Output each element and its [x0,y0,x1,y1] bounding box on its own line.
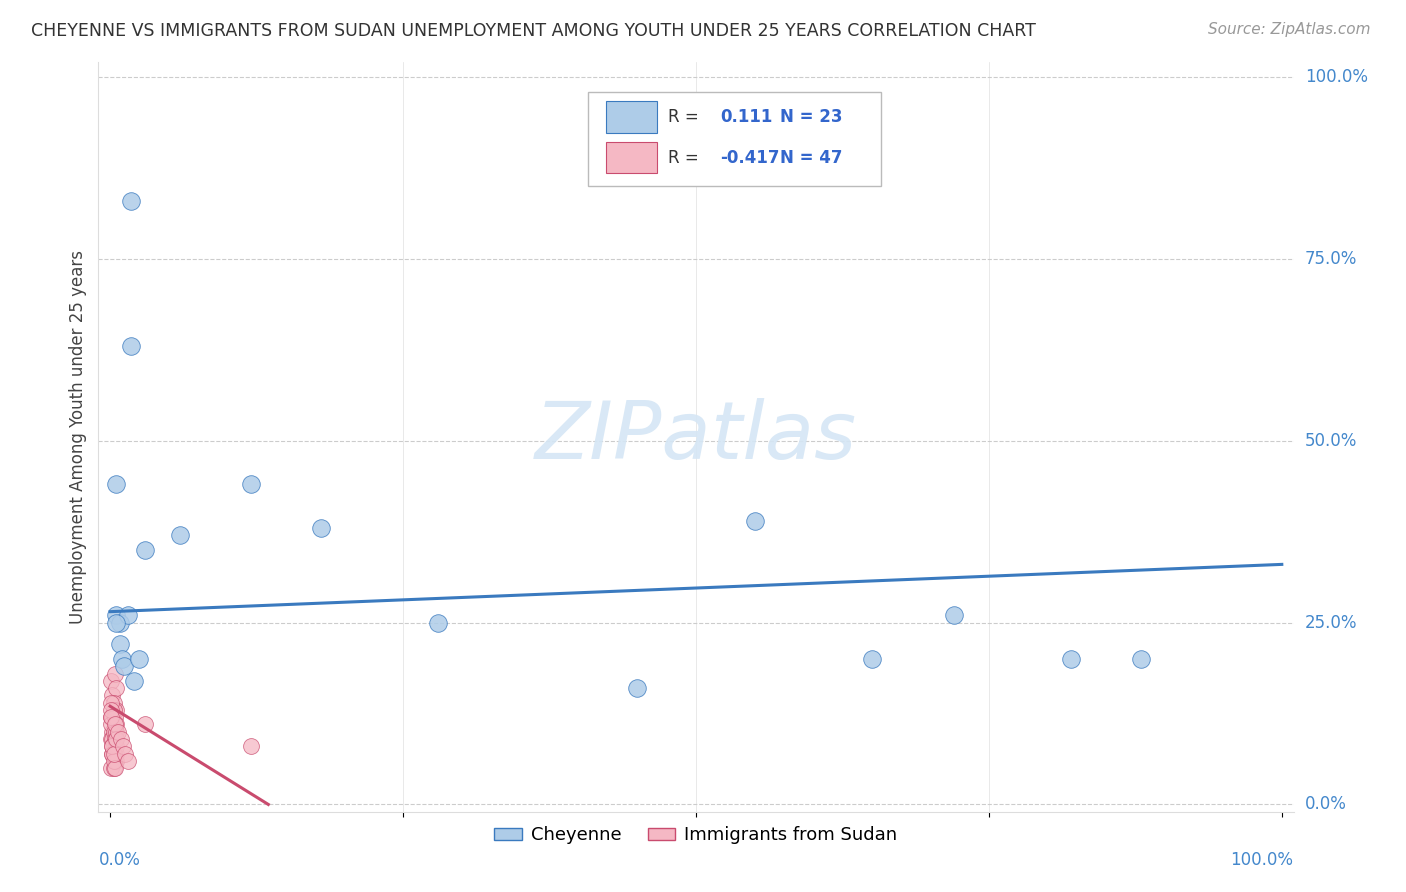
Point [103,724,125,739]
Point [100,761,122,775]
Point [100,703,122,717]
Point [860,652,883,666]
FancyBboxPatch shape [589,93,882,186]
Point [101,747,124,761]
Point [104,710,127,724]
Point [309,521,332,535]
Point [100,717,122,731]
Point [100,710,122,724]
Point [110,731,132,746]
Point [134,542,156,557]
Point [107,724,129,739]
Point [122,673,145,688]
Point [108,615,131,630]
Point [120,339,142,353]
Text: R =: R = [668,108,704,126]
Point [101,710,124,724]
Point [239,477,262,491]
Point [105,747,128,761]
Point [105,608,128,623]
Point [105,703,128,717]
Text: -0.417: -0.417 [720,149,779,167]
Point [103,703,125,717]
Point [101,689,124,703]
Point [117,608,139,623]
Point [100,673,122,688]
Point [104,666,127,681]
Point [104,731,127,746]
Point [120,194,142,208]
Y-axis label: Unemployment Among Youth under 25 years: Unemployment Among Youth under 25 years [69,250,87,624]
Point [103,761,125,775]
Point [112,739,135,754]
Text: Source: ZipAtlas.com: Source: ZipAtlas.com [1208,22,1371,37]
Text: 0.0%: 0.0% [1305,796,1347,814]
Point [105,615,128,630]
Point [101,739,124,754]
Point [105,739,128,754]
Legend: Cheyenne, Immigrants from Sudan: Cheyenne, Immigrants from Sudan [488,819,904,851]
Point [111,652,134,666]
Text: 0.0%: 0.0% [98,851,141,869]
Point [112,659,135,673]
Point [105,717,128,731]
Point [128,652,150,666]
Point [103,696,125,710]
Point [101,747,124,761]
Point [101,739,124,754]
Point [134,717,156,731]
Point [105,477,128,491]
Point [1060,652,1083,666]
Point [117,754,139,768]
Text: 100.0%: 100.0% [1230,851,1294,869]
Point [104,717,127,731]
Text: 0.111: 0.111 [720,108,772,126]
Text: CHEYENNE VS IMMIGRANTS FROM SUDAN UNEMPLOYMENT AMONG YOUTH UNDER 25 YEARS CORREL: CHEYENNE VS IMMIGRANTS FROM SUDAN UNEMPL… [31,22,1036,40]
Text: R =: R = [668,149,704,167]
Point [104,717,127,731]
Text: 25.0%: 25.0% [1305,614,1357,632]
Point [114,747,136,761]
FancyBboxPatch shape [606,102,657,133]
Point [108,637,131,651]
Text: N = 23: N = 23 [779,108,842,126]
Point [100,710,122,724]
Text: N = 47: N = 47 [779,149,842,167]
Text: 75.0%: 75.0% [1305,250,1357,268]
Point [104,724,127,739]
Point [169,528,191,542]
Point [103,739,125,754]
Point [1130,652,1153,666]
Text: ZIPatlas: ZIPatlas [534,398,858,476]
Point [101,731,124,746]
FancyBboxPatch shape [606,142,657,173]
Point [239,739,262,754]
Point [103,754,125,768]
Point [100,696,122,710]
Point [105,754,128,768]
Point [101,724,124,739]
Point [744,514,766,528]
Point [103,703,125,717]
Point [104,754,127,768]
Point [626,681,648,695]
Point [427,615,450,630]
Point [105,681,128,695]
Point [942,608,965,623]
Point [104,761,127,775]
Point [105,724,128,739]
Point [103,747,125,761]
Point [105,731,128,746]
Point [100,731,122,746]
Text: 100.0%: 100.0% [1305,68,1368,86]
Text: 50.0%: 50.0% [1305,432,1357,450]
